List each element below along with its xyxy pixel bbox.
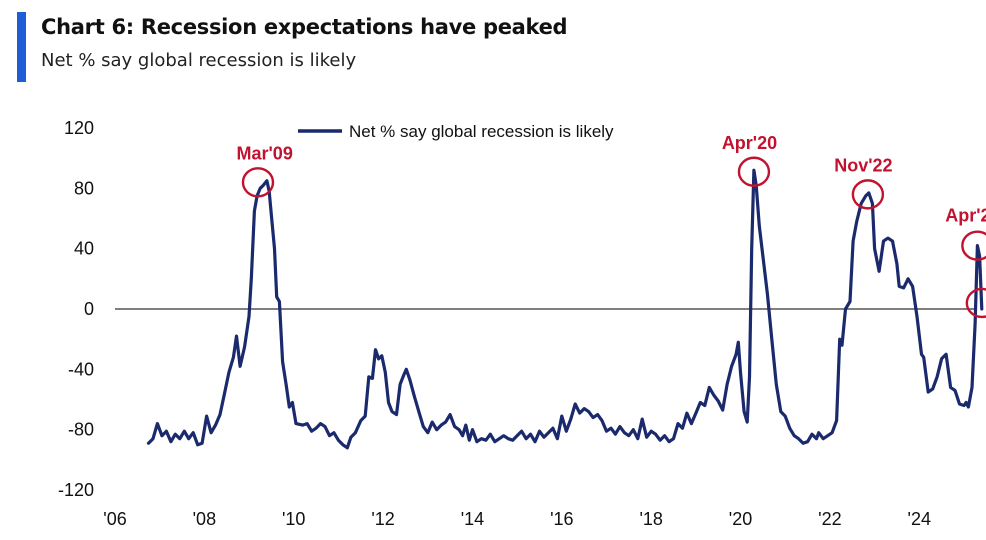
series-layer xyxy=(146,168,984,450)
annotation-circle xyxy=(965,287,986,319)
y-tick-label: -40 xyxy=(68,359,94,379)
x-tick-label: '14 xyxy=(461,509,484,529)
y-tick-label: 80 xyxy=(74,178,94,198)
annotation-label: Apr'20 xyxy=(722,133,777,153)
title-accent-bar xyxy=(17,12,26,82)
x-tick-label: '08 xyxy=(193,509,216,529)
y-tick-label: -120 xyxy=(58,480,94,500)
x-tick-label: '24 xyxy=(908,509,931,529)
y-tick-label: 120 xyxy=(64,118,94,138)
series-line xyxy=(146,168,984,450)
y-tick-label: -80 xyxy=(68,420,94,440)
legend-label: Net % say global recession is likely xyxy=(349,122,614,141)
x-tick-label: '12 xyxy=(371,509,394,529)
y-tick-label: 40 xyxy=(74,239,94,259)
annotation-circle xyxy=(961,230,986,261)
x-tick-label: '18 xyxy=(639,509,662,529)
x-axis: '06'08'10'12'14'16'18'20'22'24'26 xyxy=(103,509,931,529)
chart-subtitle: Net % say global recession is likely xyxy=(41,50,357,71)
x-tick-label: '20 xyxy=(729,509,752,529)
annotation-label: Nov'22 xyxy=(834,156,892,176)
x-tick-label: '10 xyxy=(282,509,305,529)
annotation-circle xyxy=(737,156,771,187)
x-tick-label: '22 xyxy=(818,509,841,529)
y-tick-label: 0 xyxy=(84,299,94,319)
x-tick-label: '06 xyxy=(103,509,126,529)
y-axis: 120 80 40 0 -40 -80 -120 xyxy=(58,118,94,500)
annotation-label: Apr'25 xyxy=(945,206,986,226)
x-tick-label: '16 xyxy=(550,509,573,529)
annotation-label: Mar'09 xyxy=(237,144,293,164)
annotation-circle xyxy=(851,179,885,210)
annotation-circle xyxy=(241,167,275,198)
chart-title: Chart 6: Recession expectations have pea… xyxy=(41,15,568,39)
legend: Net % say global recession is likely xyxy=(298,122,614,141)
